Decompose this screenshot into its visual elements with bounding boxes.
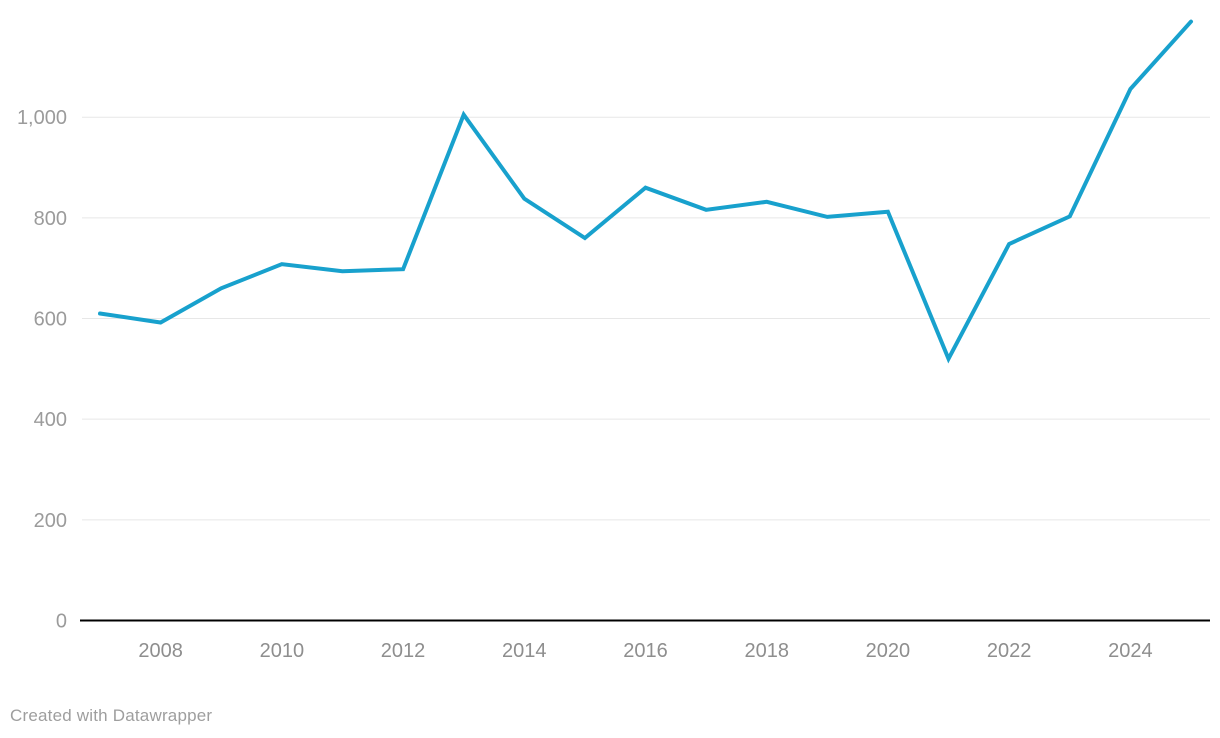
x-tick-label: 2016 xyxy=(623,640,668,662)
x-tick-label: 2020 xyxy=(866,640,911,662)
x-tick-label: 2024 xyxy=(1108,640,1153,662)
line-chart: 0 200 400 600 800 1,000 2008 2010 2012 2014 2016 20… xyxy=(17,19,1210,662)
data-line-series xyxy=(98,19,1193,364)
y-tick-label: 400 xyxy=(34,409,67,431)
y-tick-label: 1,000 xyxy=(17,107,67,129)
x-tick-label: 2018 xyxy=(744,640,789,662)
x-tick-label: 2014 xyxy=(502,640,547,662)
x-tick-label: 2012 xyxy=(381,640,426,662)
datawrapper-credit: Created with Datawrapper xyxy=(10,706,213,725)
x-tick-label: 2010 xyxy=(260,640,305,662)
y-tick-label: 200 xyxy=(34,510,67,532)
y-tick-label: 600 xyxy=(34,309,67,331)
x-tick-label: 2008 xyxy=(138,640,183,662)
x-tick-label: 2022 xyxy=(987,640,1032,662)
y-tick-label: 800 xyxy=(34,208,67,230)
y-tick-label: 0 xyxy=(56,611,67,633)
